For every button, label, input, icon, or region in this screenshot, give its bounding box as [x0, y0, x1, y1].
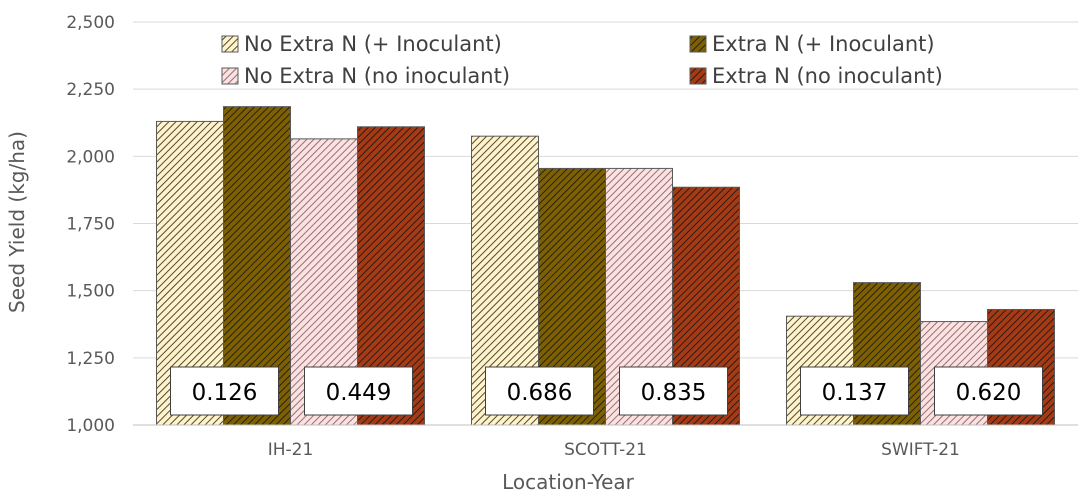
- p-value-box: [800, 366, 909, 416]
- y-tick-label: 1,250: [66, 349, 115, 369]
- y-tick-label: 1,500: [66, 282, 115, 302]
- legend-swatch: [221, 35, 239, 53]
- p-value-box: [485, 366, 594, 416]
- p-value-box: [170, 366, 279, 416]
- p-value-box: [934, 366, 1043, 416]
- x-axis-ticks: IH-21 SCOTT-21 SWIFT-21: [268, 440, 960, 460]
- x-axis-title: Location-Year: [502, 470, 635, 494]
- x-tick-label: SCOTT-21: [564, 440, 647, 460]
- y-tick-label: 2,250: [66, 80, 115, 100]
- p-value-box: [619, 366, 728, 416]
- bars: [156, 106, 1055, 426]
- p-value-annotations: 0.126 0.449 0.686 0.835 0.137 0.620: [170, 366, 1043, 416]
- legend-label: No Extra N (no inoculant): [244, 64, 510, 88]
- p-value-label: 0.126: [192, 380, 258, 406]
- y-tick-label: 1,750: [66, 215, 115, 235]
- legend-label: Extra N (no inoculant): [712, 64, 943, 88]
- p-value-label: 0.620: [956, 380, 1022, 406]
- p-value-label: 0.449: [326, 380, 392, 406]
- legend-swatch: [221, 67, 239, 85]
- y-axis-ticks: 1,000 1,250 1,500 1,750 2,000 2,250 2,500: [66, 13, 115, 436]
- p-value-label: 0.835: [641, 380, 707, 406]
- p-value-box: [304, 366, 413, 416]
- legend-label: Extra N (+ Inoculant): [712, 32, 935, 56]
- p-value-label: 0.686: [507, 380, 573, 406]
- x-tick-label: IH-21: [268, 440, 314, 460]
- y-tick-label: 2,500: [66, 13, 115, 33]
- legend-label: No Extra N (+ Inoculant): [244, 32, 502, 56]
- legend-swatch: [689, 35, 707, 53]
- p-value-label: 0.137: [822, 380, 888, 406]
- legend: No Extra N (+ Inoculant) Extra N (+ Inocu…: [221, 32, 943, 88]
- y-tick-label: 1,000: [66, 416, 115, 436]
- x-tick-label: SWIFT-21: [881, 440, 960, 460]
- y-axis-title: Seed Yield (kg/ha): [5, 131, 29, 313]
- y-tick-label: 2,000: [66, 147, 115, 167]
- legend-swatch: [689, 67, 707, 85]
